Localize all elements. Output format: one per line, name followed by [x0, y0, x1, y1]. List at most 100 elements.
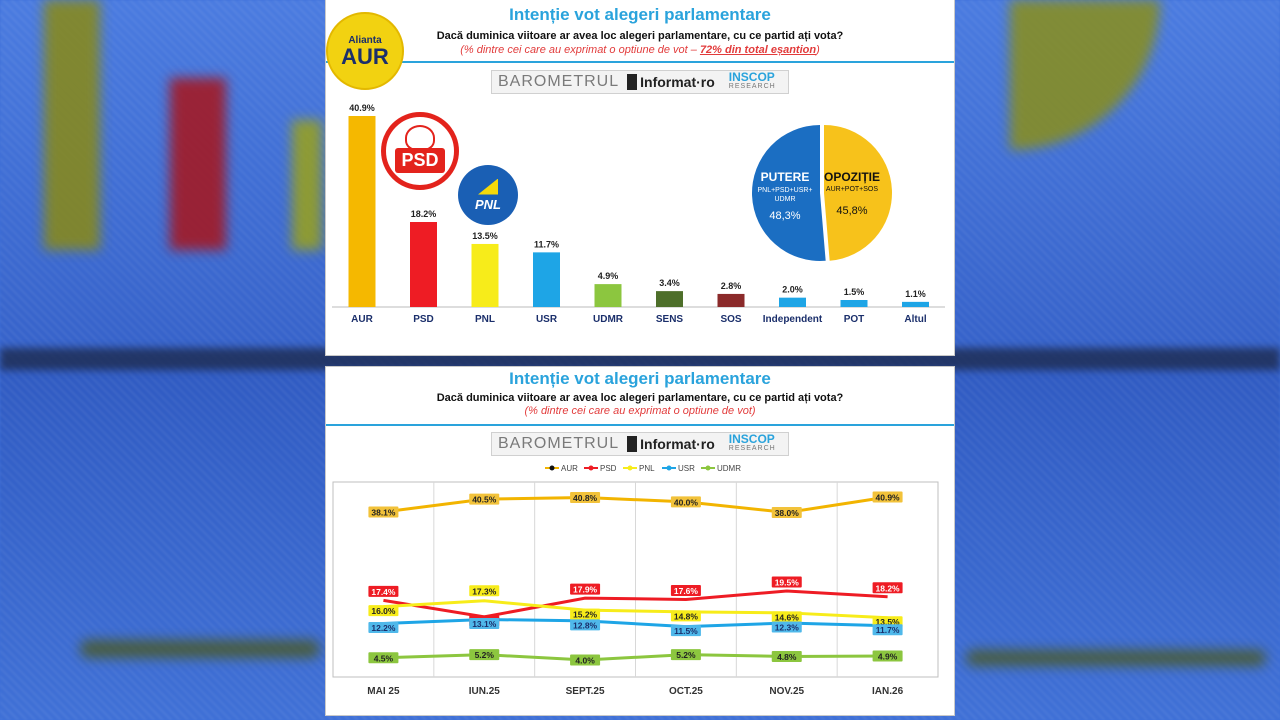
data-label-box-pnl — [670, 610, 701, 622]
data-label-box-usr — [570, 619, 601, 631]
data-label-usr: 13.1% — [472, 619, 497, 629]
bar-label-usr: 11.7% — [534, 239, 559, 249]
bar-label-altul: 1.1% — [905, 289, 926, 299]
informat-icon-bottom — [627, 436, 638, 452]
opozitie-sub: AUR+POT+SOS — [825, 186, 879, 193]
psd-logo: PSD — [381, 112, 459, 190]
bar-category-independent: Independent — [763, 314, 823, 325]
data-label-box-pnl — [469, 585, 500, 597]
bar-category-psd: PSD — [413, 314, 434, 325]
top-divider — [326, 61, 954, 63]
top-subtitle: (% dintre cei care au exprimat o optiune… — [460, 44, 820, 56]
series-line-pnl — [383, 599, 888, 620]
data-label-aur: 38.1% — [371, 508, 396, 518]
x-tick-3: OCT.25 — [669, 686, 703, 697]
bar-category-pnl: PNL — [475, 314, 495, 325]
data-label-box-udmr — [368, 652, 399, 664]
bar-udmr — [594, 284, 622, 307]
data-label-psd: 17.9% — [573, 585, 598, 595]
data-label-box-usr — [368, 621, 399, 633]
legend-label-pnl: PNL — [639, 464, 655, 473]
bar-sos — [717, 293, 745, 307]
data-label-usr: 12.3% — [775, 623, 800, 633]
data-label-box-psd — [670, 584, 701, 596]
bar-psd — [410, 222, 437, 307]
aur-logo: Alianta AUR — [326, 12, 404, 90]
data-label-udmr: 4.9% — [878, 651, 898, 661]
bg-blur-band — [0, 348, 1280, 370]
bar-label-pot: 1.5% — [844, 287, 865, 297]
bar-label-sos: 2.8% — [721, 281, 742, 291]
data-label-box-psd — [771, 576, 802, 588]
legend-marker-udmr — [705, 465, 711, 471]
data-label-box-pnl — [771, 611, 802, 623]
data-label-box-udmr — [872, 650, 903, 662]
data-label-psd: 17.4% — [371, 587, 396, 597]
data-label-psd: 17.6% — [674, 586, 699, 596]
legend-marker-aur — [549, 465, 555, 471]
bar-independent — [779, 297, 806, 307]
series-line-usr — [383, 617, 888, 629]
data-label-aur: 40.8% — [573, 493, 598, 503]
data-label-box-aur — [368, 506, 399, 518]
x-tick-2: SEPT.25 — [566, 686, 605, 697]
data-label-box-psd — [872, 582, 903, 594]
bottom-subtitle: (% dintre cei care au exprimat o optiune… — [524, 405, 756, 417]
legend-marker-pnl — [627, 465, 633, 471]
opozitie-value: 45,8% — [836, 205, 868, 217]
data-label-box-aur — [670, 496, 701, 508]
putere-sub: PNL+PSD+USR+ UDMR — [757, 187, 813, 203]
legend-label-aur: AUR — [561, 464, 578, 473]
data-label-box-udmr — [670, 649, 701, 661]
barometru-logo-top: BAROMETRUL Informat·ro INSCOP RESEARCH — [491, 70, 789, 94]
x-tick-4: NOV.25 — [769, 686, 804, 697]
data-label-psd: 18.2% — [876, 583, 901, 593]
data-label-usr: 12.8% — [573, 620, 598, 630]
pnl-logo: PNL — [458, 165, 518, 225]
data-label-box-udmr — [570, 654, 601, 666]
bg-blur-psd-bar — [170, 78, 226, 250]
data-label-aur: 38.0% — [775, 508, 800, 518]
bar-category-altul: Altul — [904, 314, 926, 325]
legend-marker-psd — [588, 465, 594, 471]
inscop-logo-bottom: INSCOP RESEARCH — [728, 432, 776, 452]
data-label-aur: 40.9% — [876, 493, 901, 503]
bar-category-pot: POT — [844, 314, 865, 325]
barometru-text: BAROMETRUL — [498, 73, 620, 90]
data-label-pnl: 13.5% — [876, 617, 901, 627]
bg-blur-pnl-bar — [292, 120, 322, 250]
data-label-pnl: 17.3% — [472, 586, 497, 596]
bottom-question: Dacă duminica viitoare ar avea loc alege… — [436, 392, 844, 404]
legend-label-usr: USR — [678, 464, 695, 473]
data-label-box-usr — [771, 621, 802, 633]
bg-blur-aur-bar — [44, 0, 100, 250]
x-tick-5: IAN.26 — [872, 686, 904, 697]
informat-icon — [627, 74, 638, 90]
opozitie-label: OPOZIȚIE — [823, 170, 880, 184]
data-label-box-usr — [872, 624, 903, 636]
data-label-box-udmr — [771, 650, 802, 662]
data-label-box-aur — [570, 492, 601, 504]
data-label-box-pnl — [570, 608, 601, 620]
data-label-box-usr — [670, 625, 701, 637]
data-label-aur: 40.0% — [674, 497, 699, 507]
data-label-box-psd — [368, 585, 399, 597]
data-label-box-udmr — [469, 649, 500, 661]
bar-usr — [533, 252, 560, 307]
data-label-usr: 11.7% — [876, 625, 900, 635]
top-title: Intenție vot alegeri parlamentare — [509, 5, 771, 24]
x-tick-1: IUN.25 — [469, 686, 501, 697]
data-label-pnl: 16.0% — [371, 606, 396, 616]
data-label-pnl: 14.6% — [775, 612, 800, 622]
bar-aur — [348, 116, 376, 307]
bar-label-psd: 18.2% — [411, 209, 437, 219]
putere-label: PUTERE — [760, 170, 810, 184]
rose-icon — [405, 125, 435, 151]
data-label-box-aur — [771, 507, 802, 519]
data-label-usr: 11.5% — [674, 626, 698, 636]
bar-altul — [902, 301, 929, 307]
bar-category-udmr: UDMR — [593, 314, 624, 325]
inscop-logo: INSCOP RESEARCH — [728, 70, 776, 90]
data-label-psd: 19.5% — [775, 578, 800, 588]
